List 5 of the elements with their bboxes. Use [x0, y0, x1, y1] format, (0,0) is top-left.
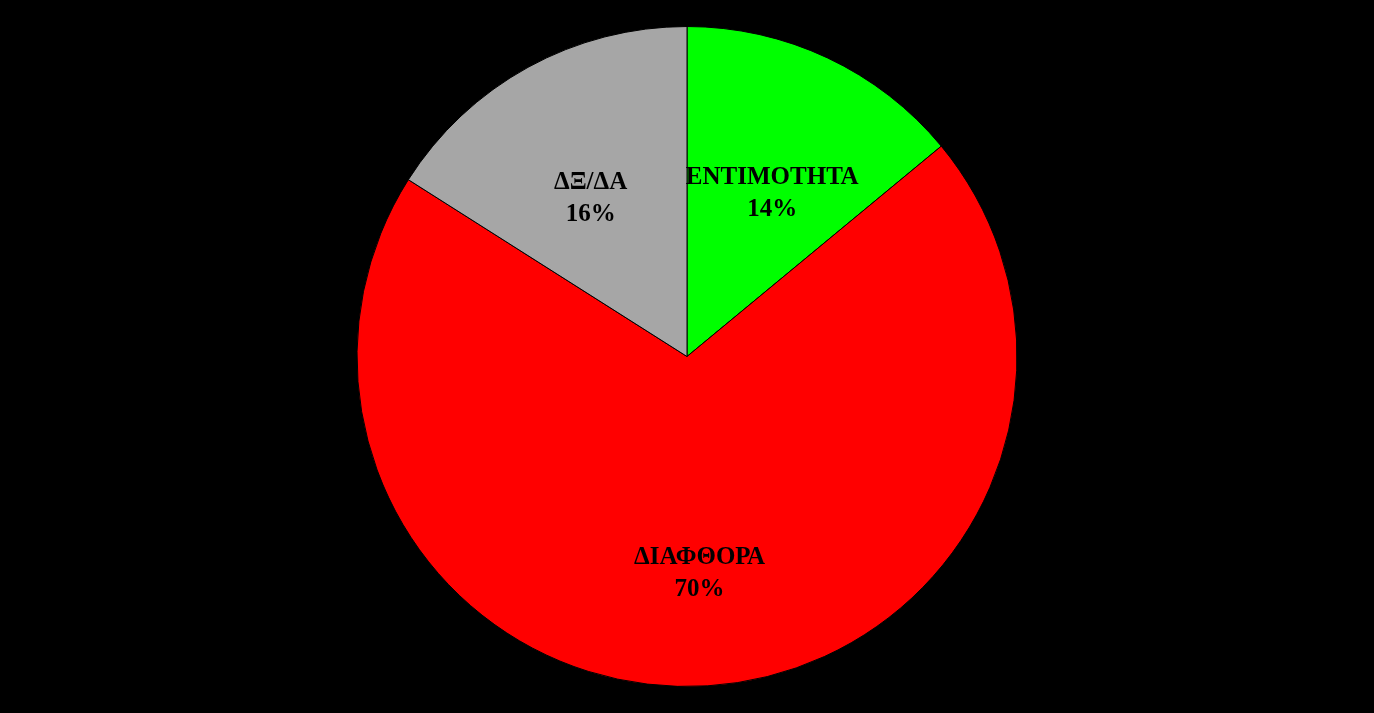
data-label: 14% [747, 193, 798, 221]
slice-label: ΔΞ/ΔΑ [554, 167, 628, 195]
data-label: 16% [565, 199, 616, 227]
data-label: 70% [674, 574, 725, 602]
slice-label: ΔΙΑΦΘΟΡΑ [634, 542, 766, 570]
